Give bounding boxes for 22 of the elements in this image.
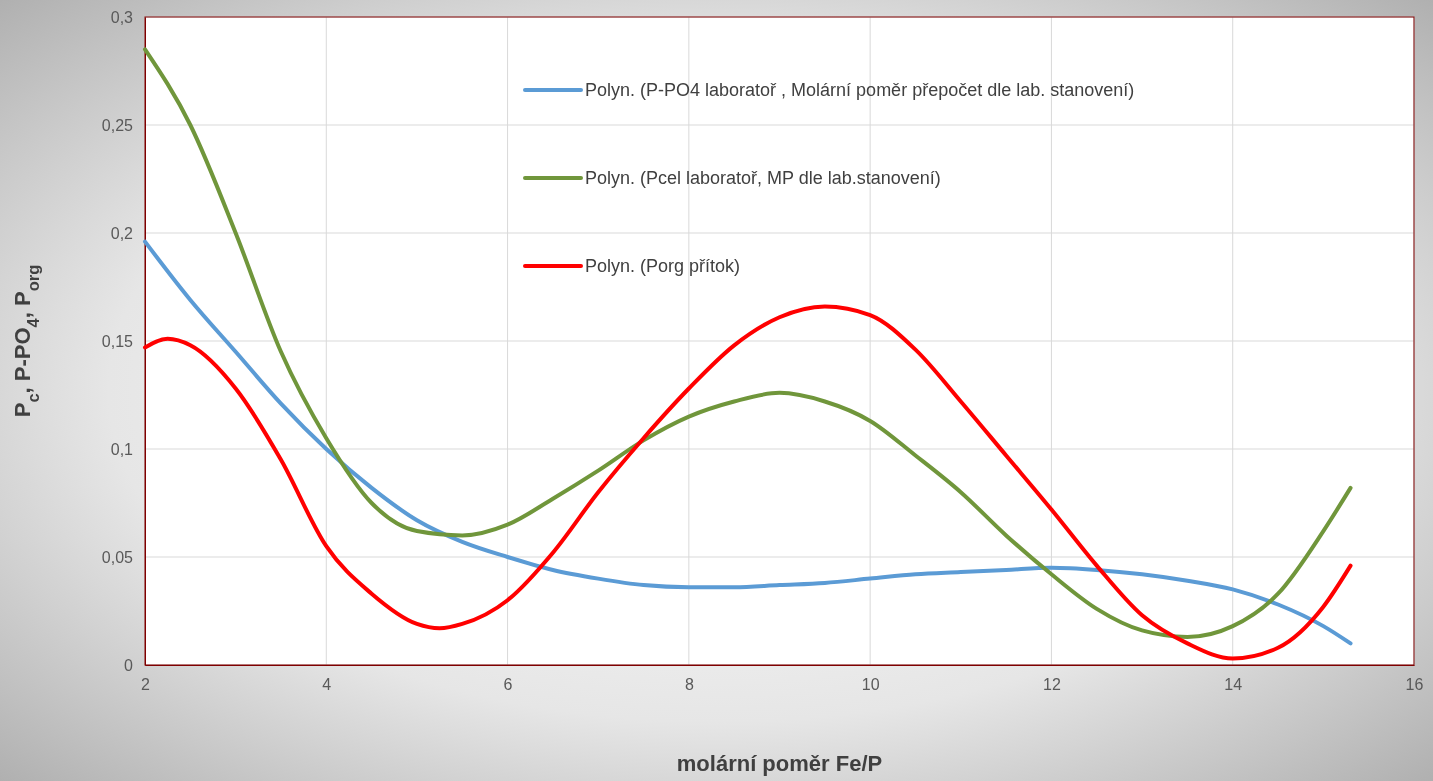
y-tick-label: 0,2 (110, 224, 134, 242)
y-tick-label: 0,1 (110, 440, 134, 458)
x-tick-label: 6 (503, 676, 513, 694)
y-tick-label: 0,15 (101, 332, 134, 350)
legend-label: Polyn. (Porg přítok) (585, 256, 741, 276)
x-tick-label: 2 (141, 676, 151, 694)
x-tick-label: 4 (322, 676, 332, 694)
x-tick-label: 12 (1043, 676, 1061, 694)
y-tick-label: 0,25 (101, 116, 134, 134)
legend-label: Polyn. (P-PO4 laboratoř , Molární poměr přepočet dle lab. stanovení) (585, 80, 1135, 100)
line-series (143, 304, 1353, 661)
x-axis-title: molární poměr Fe/P (676, 751, 883, 776)
legend-label: Polyn. (Pcel laboratoř, MP dle lab.stanovení) (585, 168, 941, 188)
x-tick-label: 14 (1224, 676, 1243, 694)
line-series (143, 239, 1353, 646)
y-tick-label: 0,3 (110, 8, 134, 26)
x-tick-label: 10 (861, 676, 880, 694)
x-tick-label: 8 (684, 676, 694, 694)
y-tick-label: 0,05 (101, 548, 134, 566)
line-series (143, 47, 1353, 639)
x-tick-label: 16 (1405, 676, 1424, 694)
y-tick-label: 0 (124, 656, 134, 674)
